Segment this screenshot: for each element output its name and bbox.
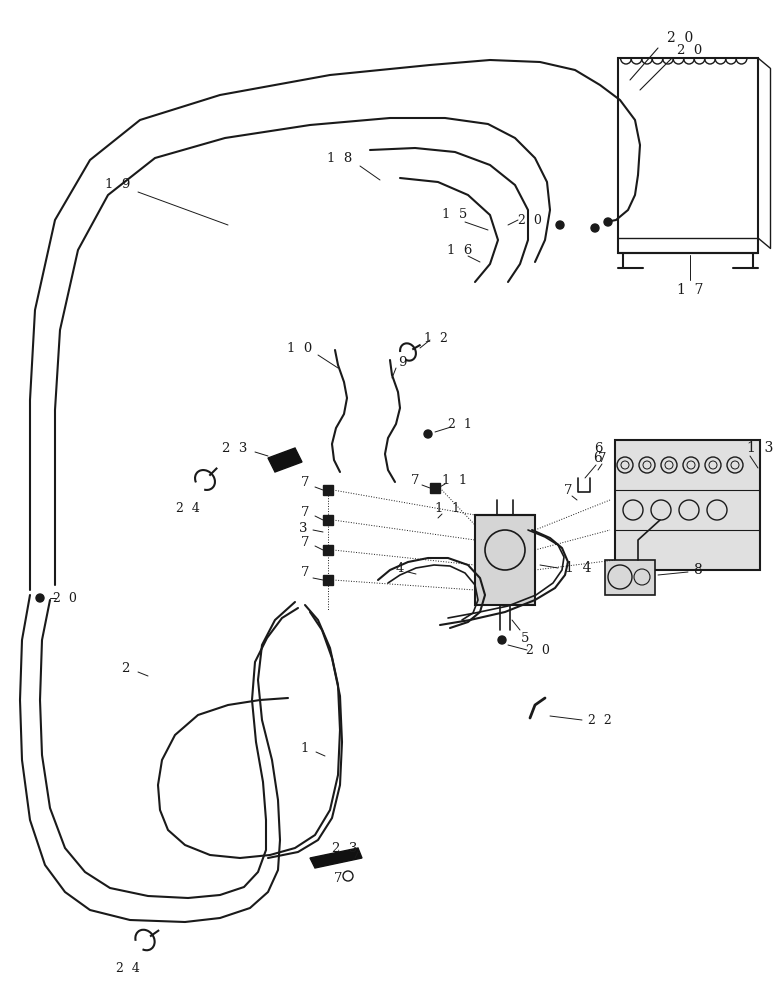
Bar	[323, 545, 333, 555]
Text: 2  0: 2 0	[53, 591, 77, 604]
Text: 1  6: 1 6	[447, 243, 473, 256]
Text: 2  3: 2 3	[332, 842, 358, 854]
Text: 7: 7	[563, 484, 572, 496]
Text: 8: 8	[694, 563, 702, 577]
Text: 1  3: 1 3	[747, 441, 773, 455]
Bar	[323, 575, 333, 585]
Bar	[605, 560, 655, 595]
Text: 2  3: 2 3	[222, 442, 248, 454]
Text: 1  2: 1 2	[424, 332, 448, 344]
Text: 2  4: 2 4	[176, 502, 200, 514]
Text: 7: 7	[301, 536, 310, 548]
Text: 1  9: 1 9	[106, 178, 130, 192]
Polygon shape	[310, 848, 362, 868]
Text: 1: 1	[301, 742, 309, 754]
Text: 7: 7	[334, 871, 342, 884]
Text: 1  0: 1 0	[287, 342, 313, 355]
Circle shape	[424, 430, 432, 438]
Text: 1  1: 1 1	[435, 502, 461, 514]
Polygon shape	[268, 448, 302, 472]
Bar	[475, 515, 535, 605]
Text: 7: 7	[301, 566, 310, 578]
Text: 2  1: 2 1	[448, 418, 472, 432]
Text: 1  1: 1 1	[442, 474, 468, 487]
Text: 2: 2	[121, 662, 129, 674]
Text: 4: 4	[396, 562, 404, 574]
Text: 2  4: 2 4	[116, 962, 140, 974]
Bar	[323, 485, 333, 495]
Circle shape	[604, 218, 612, 226]
Text: 7: 7	[301, 476, 310, 488]
Text: 3: 3	[299, 522, 307, 534]
Text: 2  0: 2 0	[667, 31, 693, 45]
Text: 1  4: 1 4	[565, 561, 591, 575]
Text: 7: 7	[411, 474, 419, 487]
Text: 2  0: 2 0	[677, 43, 702, 56]
Text: 5: 5	[521, 632, 529, 645]
Text: 1  7: 1 7	[677, 283, 703, 297]
Bar	[430, 483, 440, 493]
Text: 7: 7	[301, 506, 310, 518]
Text: 7: 7	[598, 452, 606, 464]
Circle shape	[498, 636, 506, 644]
Circle shape	[36, 594, 44, 602]
Text: 9: 9	[398, 356, 407, 368]
Text: 1  5: 1 5	[442, 209, 468, 222]
Text: 2  2: 2 2	[588, 714, 611, 726]
Text: 6: 6	[594, 442, 602, 454]
Text: 1  8: 1 8	[327, 151, 352, 164]
Text: 6: 6	[594, 451, 602, 465]
Text: 2  0: 2 0	[518, 214, 542, 227]
Text: 2  0: 2 0	[526, 644, 550, 656]
Circle shape	[556, 221, 564, 229]
Bar	[618, 58, 758, 253]
Circle shape	[591, 224, 599, 232]
Bar	[323, 515, 333, 525]
Bar	[615, 440, 760, 570]
